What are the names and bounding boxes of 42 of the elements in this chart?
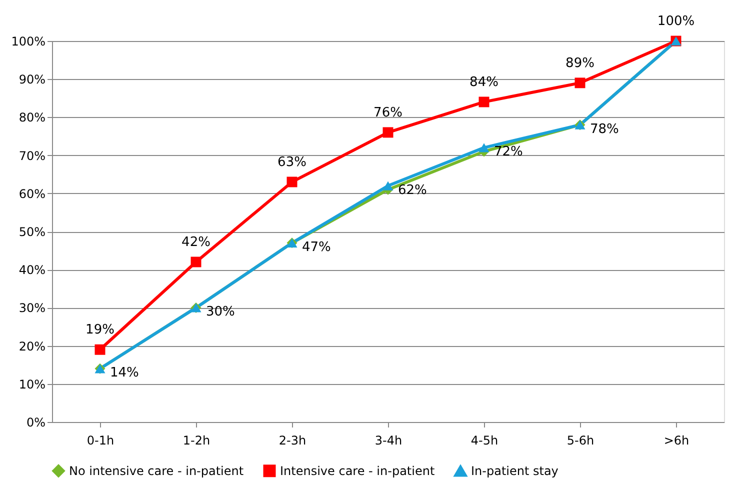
x-tick-label: 1-2h xyxy=(182,434,210,448)
legend-label: No intensive care - in-patient xyxy=(69,464,244,478)
y-tick-label: 70% xyxy=(18,148,46,163)
data-label: 84% xyxy=(470,74,498,90)
y-tick-label: 80% xyxy=(18,110,46,125)
data-label: 30% xyxy=(206,304,235,320)
point xyxy=(94,344,106,355)
x-tick-label: >6h xyxy=(664,434,690,448)
legend-label: In-patient stay xyxy=(471,464,558,478)
y-tick-label: 60% xyxy=(18,186,46,201)
point xyxy=(286,176,298,188)
data-label: 78% xyxy=(590,122,619,137)
data-label: 100% xyxy=(657,14,695,29)
data-label: 62% xyxy=(398,182,427,198)
data-label: 72% xyxy=(494,144,523,160)
y-tick-label: 90% xyxy=(18,72,46,87)
data-label: 14% xyxy=(110,366,139,381)
x-tick-label: 4-5h xyxy=(470,434,498,448)
point xyxy=(478,96,490,108)
y-tick-label: 0% xyxy=(26,416,46,430)
x-tick-label: 3-4h xyxy=(374,434,402,448)
data-label: 76% xyxy=(374,105,402,120)
point xyxy=(382,181,394,190)
data-label: 42% xyxy=(182,234,210,250)
point xyxy=(478,143,490,152)
data-label: 63% xyxy=(278,154,306,170)
point xyxy=(574,78,586,88)
y-tick-label: 40% xyxy=(18,263,46,278)
y-tick-label: 10% xyxy=(18,377,46,392)
y-tick-label: 50% xyxy=(18,225,46,239)
x-tick-label: 5-6h xyxy=(566,434,594,448)
data-label: 19% xyxy=(86,322,114,338)
x-tick-label: 2-3h xyxy=(278,434,306,448)
y-tick-label: 20% xyxy=(18,339,46,354)
point xyxy=(382,127,394,138)
point xyxy=(190,256,202,268)
y-tick-label: 30% xyxy=(18,301,46,316)
data-label: 47% xyxy=(302,240,331,255)
y-tick-label: 100% xyxy=(11,34,46,48)
legend-label: Intensive care - in-patient xyxy=(280,464,435,478)
data-label: 89% xyxy=(566,56,594,71)
x-tick-label: 0-1h xyxy=(86,434,114,448)
